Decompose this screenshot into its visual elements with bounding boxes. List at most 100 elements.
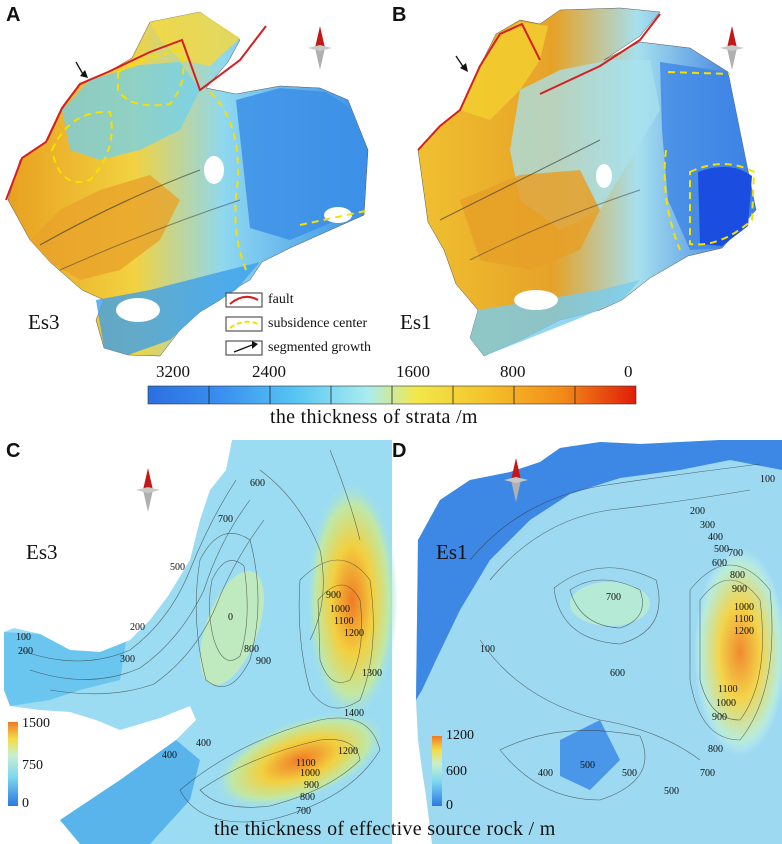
panel-c-colorbar xyxy=(8,722,18,806)
strata-caption: the thickness of strata /m xyxy=(270,406,478,428)
contour-label: 100 xyxy=(16,632,31,643)
panel-a-map xyxy=(5,11,371,357)
panel-c-outer-blue xyxy=(4,632,126,706)
compass-icon xyxy=(308,26,332,70)
panel-label-d: D xyxy=(392,440,407,462)
panel-label-c: C xyxy=(6,440,21,462)
legend-subsidence-icon xyxy=(229,320,259,329)
panel-d-cb-max: 1200 xyxy=(446,728,474,743)
panel-d-outer-blue xyxy=(416,440,782,700)
contour-label: 400 xyxy=(162,750,177,761)
contour-label: 700 xyxy=(218,514,233,525)
panel-d-contour-labels: 100 200 300 400 500 600 700 700 800 900 … xyxy=(480,474,775,797)
legend-subsidence-label: subsidence center xyxy=(268,316,368,331)
panel-d-map: 100 200 300 400 500 600 700 700 800 900 … xyxy=(416,440,782,844)
contour-label: 700 xyxy=(606,592,621,603)
contour-label: 800 xyxy=(708,744,723,755)
panel-b-map xyxy=(417,7,757,357)
strata-tick-2400: 2400 xyxy=(252,362,286,381)
strata-tick-0: 0 xyxy=(624,362,633,381)
panel-c-hot-east xyxy=(306,480,398,720)
strata-tick-3200: 3200 xyxy=(156,362,190,381)
panel-d-cb-mid: 600 xyxy=(446,764,467,779)
contour-label: 700 xyxy=(700,768,715,779)
compass-icon xyxy=(136,468,160,512)
contour-label: 100 xyxy=(760,474,775,485)
legend-arrow-icon xyxy=(233,344,253,353)
legend-fault-label: fault xyxy=(268,292,294,307)
panel-d-unit: Es1 xyxy=(436,540,468,564)
contour-label: 900 xyxy=(326,590,341,601)
panel-b-subsidence-3 xyxy=(689,163,756,246)
contour-label: 1200 xyxy=(344,628,364,639)
panel-a-streak-1 xyxy=(39,169,201,246)
contour-label: 1400 xyxy=(344,708,364,719)
contour-label: 600 xyxy=(250,478,265,489)
legend-symbols xyxy=(225,292,263,356)
contour-label: 700 xyxy=(296,806,311,817)
panel-b-arrowhead xyxy=(460,63,468,72)
panel-b-hole-2 xyxy=(596,164,612,188)
contour-label: 100 xyxy=(480,644,495,655)
contour-label: 900 xyxy=(256,656,271,667)
panel-d-colorbar xyxy=(432,736,442,806)
panel-c-hot-south xyxy=(214,711,386,809)
legend-segmented-label: segmented growth xyxy=(268,340,372,355)
panel-a-arrowhead xyxy=(80,70,88,78)
panel-a-streak-2 xyxy=(59,199,241,271)
panel-a-orange-west xyxy=(30,175,180,280)
panel-b-subsidence-2 xyxy=(663,149,681,251)
panel-a-south-strip xyxy=(96,262,260,355)
panel-a-fault xyxy=(5,25,267,201)
panel-d-hot-north xyxy=(570,582,650,626)
panel-c-cb-mid: 750 xyxy=(22,758,43,773)
contour-label: 1100 xyxy=(334,616,354,627)
contour-label: 1300 xyxy=(362,668,382,679)
contour-label: 200 xyxy=(690,506,705,517)
compass-icon xyxy=(504,458,528,502)
contour-label: 1100 xyxy=(718,684,738,695)
contour-label: 500 xyxy=(580,760,595,771)
panel-b-hole-1 xyxy=(514,290,558,310)
panel-a-cyan-north xyxy=(62,62,200,160)
panel-c-cb-max: 1500 xyxy=(22,716,50,731)
contour-label: 800 xyxy=(244,644,259,655)
contour-label: 1000 xyxy=(734,602,754,613)
panel-c-cb-min: 0 xyxy=(22,796,29,811)
contour-label: 400 xyxy=(196,738,211,749)
panel-b-south-strip xyxy=(470,280,640,356)
strata-colorbar xyxy=(147,385,637,405)
panel-b-subsidence-1 xyxy=(667,71,731,75)
contour-label: 800 xyxy=(300,792,315,803)
panel-c-contour-labels: 600 400 700 500 300 200 100 200 0 900 80… xyxy=(16,478,382,817)
contour-label: 1200 xyxy=(734,626,754,637)
panel-a-north-lobe xyxy=(150,12,240,66)
contour-label: 500 xyxy=(664,786,679,797)
panel-b-orange-core xyxy=(460,170,600,270)
contour-label: 1000 xyxy=(330,604,350,615)
panel-b-streak-1 xyxy=(439,139,601,221)
panel-label-b: B xyxy=(392,4,407,26)
contour-label: 0 xyxy=(228,612,233,623)
panel-a-subsidence-1 xyxy=(50,110,113,183)
contour-label: 900 xyxy=(712,712,727,723)
panel-c-map: 600 400 700 500 300 200 100 200 0 900 80… xyxy=(4,440,398,844)
contour-label: 900 xyxy=(732,584,747,595)
contour-label: 1000 xyxy=(300,768,320,779)
contour-label: 800 xyxy=(730,570,745,581)
panel-a-hole-1 xyxy=(116,298,160,322)
panel-b-unit: Es1 xyxy=(400,310,432,334)
contour-label: 700 xyxy=(728,548,743,559)
contour-label: 400 xyxy=(708,532,723,543)
contour-label: 1200 xyxy=(338,746,358,757)
panel-c-hot-mid xyxy=(200,570,264,686)
strata-tick-1600: 1600 xyxy=(396,362,430,381)
contour-label: 1000 xyxy=(716,698,736,709)
panel-d-cb-min: 0 xyxy=(446,798,453,813)
panel-b-fault-2 xyxy=(539,13,661,95)
panel-a-hole-2 xyxy=(204,156,224,184)
contour-label: 600 xyxy=(712,558,727,569)
contour-label: 500 xyxy=(622,768,637,779)
legend-fault-icon xyxy=(229,295,259,305)
panel-b-yellow-north xyxy=(460,22,548,120)
